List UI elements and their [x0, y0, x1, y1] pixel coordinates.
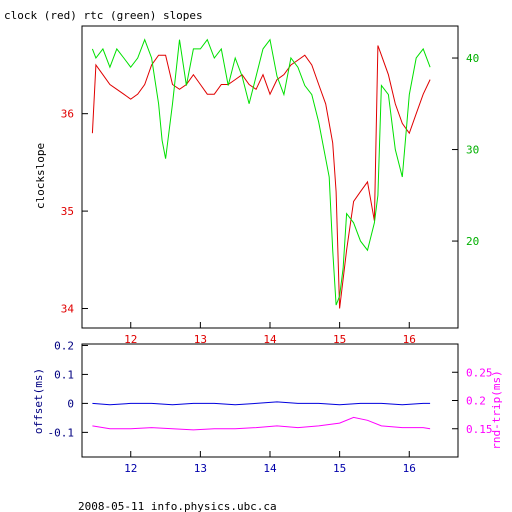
offset-axis-label: offset(ms) — [32, 368, 45, 434]
x-tick-label: 14 — [263, 333, 277, 346]
y2-tick-label: 0.2 — [466, 395, 486, 408]
offset-panel: 12 13 14 15 16 -0.1 0 0.1 0.2 0.15 0.2 0.25 offset(… — [32, 339, 503, 475]
x-tick-label: 15 — [333, 462, 346, 475]
y2-tick-label: 0.15 — [466, 423, 493, 436]
y-tick-label: 36 — [61, 108, 74, 121]
y2-tick-label: 30 — [466, 144, 479, 157]
slopes-panel: 12 13 14 15 16 34 35 36 20 30 40 clockslope — [34, 25, 480, 346]
y-tick-label: 34 — [61, 303, 75, 316]
y2-tick-label: 40 — [466, 52, 479, 65]
y-tick-label: -0.1 — [48, 426, 75, 439]
offset-ticks-group: 12 13 14 15 16 -0.1 0 0.1 0.2 0.15 0.2 0.25 — [48, 339, 493, 475]
y-tick-label: 0.2 — [54, 339, 74, 352]
offset-series-line — [92, 401, 431, 406]
y2-tick-label: 0.25 — [466, 366, 493, 379]
x-tick-label: 16 — [403, 462, 416, 475]
slopes-series-group — [91, 38, 431, 309]
footer-credit: 2008-05-11 info.physics.ubc.ca — [78, 500, 277, 512]
x-tick-label: 16 — [403, 333, 416, 346]
slopes-ticks-group: 12 13 14 15 16 34 35 36 20 30 40 — [61, 52, 480, 346]
x-tick-label: 15 — [333, 333, 346, 346]
roundtrip-series-line — [92, 416, 431, 431]
offset-plot-frame — [81, 343, 459, 458]
x-tick-label: 12 — [124, 333, 137, 346]
rtc-series-line — [91, 38, 431, 306]
y2-tick-label: 20 — [466, 235, 479, 248]
x-tick-label: 13 — [194, 333, 207, 346]
slopes-plot-frame — [81, 25, 459, 329]
y-tick-label: 0 — [67, 397, 74, 410]
chart-title: clock (red) rtc (green) slopes — [4, 9, 203, 22]
y-tick-label: 35 — [61, 205, 74, 218]
y-tick-label: 0.1 — [54, 368, 74, 381]
clock-series-line — [91, 45, 431, 309]
x-tick-label: 12 — [124, 462, 137, 475]
x-tick-label: 13 — [194, 462, 207, 475]
roundtrip-axis-label: rnd-trip(ms) — [490, 370, 503, 449]
offset-series-group — [92, 401, 431, 431]
clockslope-axis-label: clockslope — [34, 143, 47, 209]
x-tick-label: 14 — [263, 462, 277, 475]
